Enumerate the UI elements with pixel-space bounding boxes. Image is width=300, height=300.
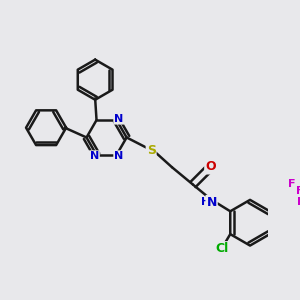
Text: O: O [205,160,216,173]
Text: N: N [206,196,217,209]
Text: N: N [90,151,99,161]
Text: S: S [147,143,156,157]
Text: Cl: Cl [215,242,229,255]
Text: N: N [114,151,123,161]
Text: F: F [287,179,295,189]
Text: N: N [114,114,123,124]
Text: F: F [296,186,300,196]
Text: H: H [201,197,210,207]
Text: F: F [297,196,300,206]
